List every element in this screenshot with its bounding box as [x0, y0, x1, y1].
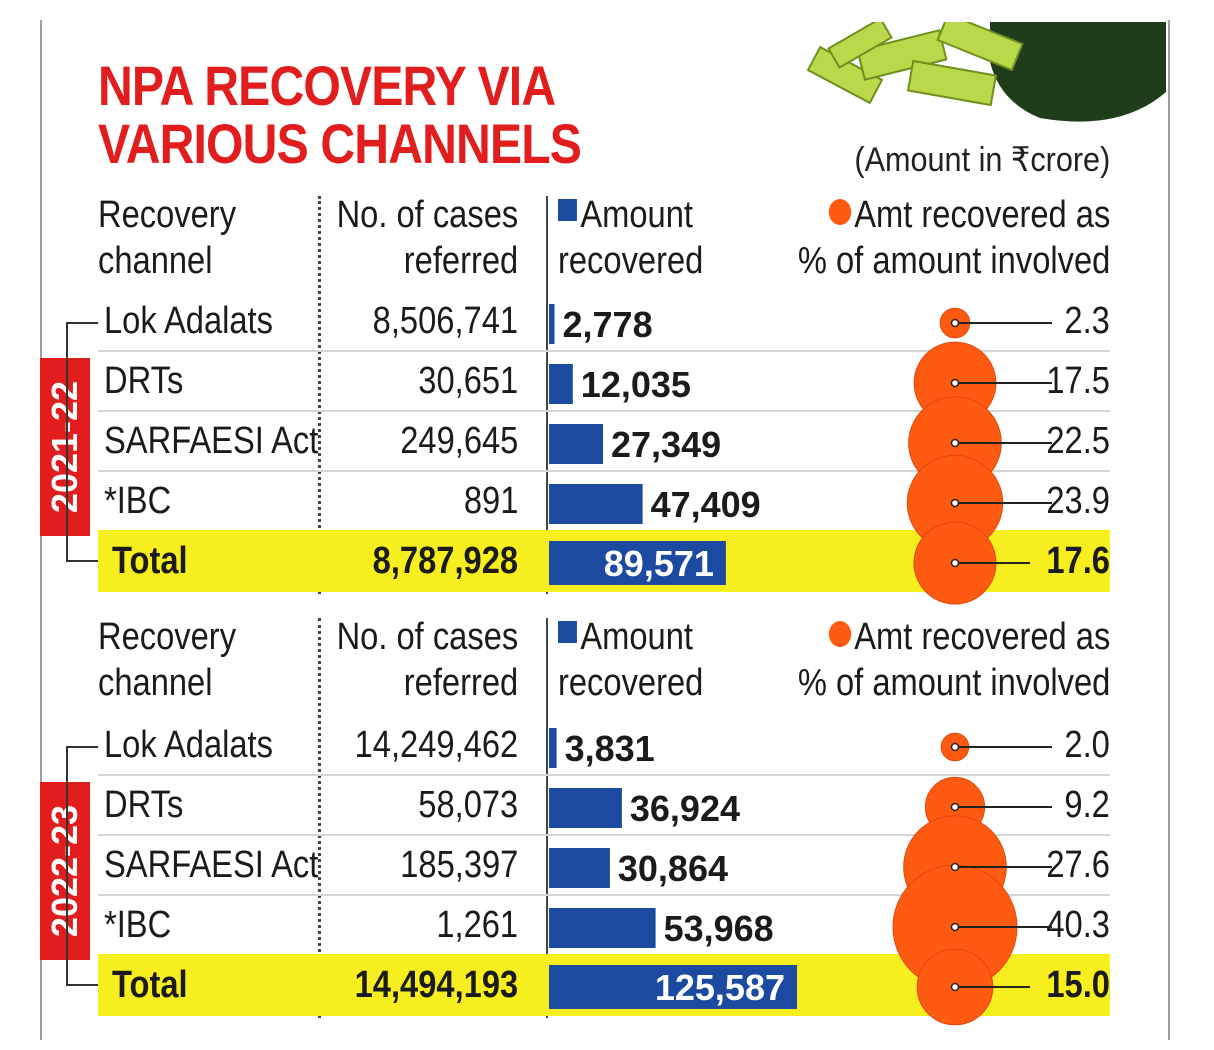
cases-total: 14,494,193	[354, 964, 518, 1006]
row-label: *IBC	[104, 904, 172, 946]
row-label: *IBC	[104, 480, 172, 522]
year-bracket	[66, 746, 98, 986]
pct-value: 40.3	[1046, 904, 1110, 946]
amount-bar	[549, 788, 622, 828]
amount-bar	[549, 484, 643, 524]
header-cases: No. of cases referred	[336, 616, 518, 704]
header-cases: No. of cases referred	[336, 194, 518, 282]
amount-label: 36,924	[630, 788, 740, 829]
bubble-center	[950, 318, 960, 328]
amount-label: 47,409	[651, 484, 761, 525]
bubble-center	[950, 802, 960, 812]
row-label: DRTs	[104, 784, 184, 826]
row-label: SARFAESI Act	[104, 844, 319, 886]
cases-value: 1,261	[436, 904, 518, 946]
row-divider	[98, 410, 1110, 412]
row-divider	[98, 350, 1110, 352]
header-pct: Amt recovered as % of amount involved	[797, 194, 1110, 282]
pct-total: 15.0	[1046, 964, 1110, 1006]
row-label: SARFAESI Act	[104, 420, 319, 462]
row-divider	[98, 834, 1110, 836]
amount-bar	[549, 728, 557, 768]
legend-bar-swatch	[558, 199, 577, 221]
total-label: Total	[112, 540, 188, 582]
amount-bar	[549, 965, 797, 1009]
money-illustration	[806, 22, 1166, 122]
cases-value: 14,249,462	[354, 724, 518, 766]
cases-total: 8,787,928	[372, 540, 518, 582]
legend-bubble-swatch	[828, 199, 851, 225]
bubble-center	[950, 922, 960, 932]
year-bracket	[66, 322, 98, 562]
amount-bar	[549, 541, 726, 585]
pct-value: 2.3	[1064, 300, 1110, 342]
amount-bar	[549, 364, 573, 404]
amount-label: 89,571	[604, 543, 714, 584]
header-amount: Amount recovered	[558, 616, 704, 704]
amount-label: 27,349	[611, 424, 721, 465]
amount-label: 125,587	[655, 967, 785, 1008]
amount-label: 3,831	[565, 728, 655, 769]
year-label-box: 2022-23	[40, 782, 90, 960]
bubble-center	[950, 498, 960, 508]
title-line-1: NPA RECOVERY VIA	[98, 54, 556, 117]
amount-label: 12,035	[581, 364, 691, 405]
pct-value: 2.0	[1064, 724, 1110, 766]
column-divider	[318, 196, 321, 594]
year-label-box: 2021-22	[40, 358, 90, 536]
pct-value: 17.5	[1046, 360, 1110, 402]
amount-label: 2,778	[563, 304, 653, 345]
header-channel: Recovery channel	[98, 616, 237, 704]
pct-value: 23.9	[1046, 480, 1110, 522]
header-pct: Amt recovered as % of amount involved	[797, 616, 1110, 704]
pct-total: 17.6	[1046, 540, 1110, 582]
pct-value: 22.5	[1046, 420, 1110, 462]
amount-label: 30,864	[618, 848, 728, 889]
amount-bar	[549, 848, 610, 888]
amount-bar	[549, 424, 603, 464]
amount-bar	[549, 304, 555, 344]
column-divider	[546, 196, 548, 594]
column-divider	[546, 618, 548, 1018]
unit-note: (Amount in ₹crore)	[854, 141, 1110, 179]
cases-value: 30,651	[418, 360, 518, 402]
total-label: Total	[112, 964, 188, 1006]
row-divider	[98, 774, 1110, 776]
amount-bar	[549, 908, 656, 948]
title-line-2: VARIOUS CHANNELS	[98, 112, 582, 175]
bubble-center	[950, 378, 960, 388]
amount-label: 53,968	[664, 908, 774, 949]
cases-value: 185,397	[399, 844, 518, 886]
header-channel: Recovery channel	[98, 194, 237, 282]
row-divider	[98, 470, 1110, 472]
cases-value: 249,645	[399, 420, 518, 462]
bubble-center	[950, 438, 960, 448]
pct-value: 27.6	[1046, 844, 1110, 886]
cases-value: 891	[463, 480, 518, 522]
header-amount: Amount recovered	[558, 194, 704, 282]
cases-value: 8,506,741	[372, 300, 518, 342]
legend-bar-swatch	[558, 621, 577, 643]
row-label: Lok Adalats	[104, 300, 273, 342]
column-divider	[318, 618, 321, 1018]
pct-value: 9.2	[1064, 784, 1110, 826]
legend-bubble-swatch	[828, 621, 851, 647]
bubble-center	[950, 862, 960, 872]
bubble-center	[950, 742, 960, 752]
row-divider	[98, 894, 1110, 896]
bubble-center	[950, 982, 960, 992]
cases-value: 58,073	[418, 784, 518, 826]
row-label: Lok Adalats	[104, 724, 273, 766]
row-label: DRTs	[104, 360, 184, 402]
bubble-center	[950, 558, 960, 568]
